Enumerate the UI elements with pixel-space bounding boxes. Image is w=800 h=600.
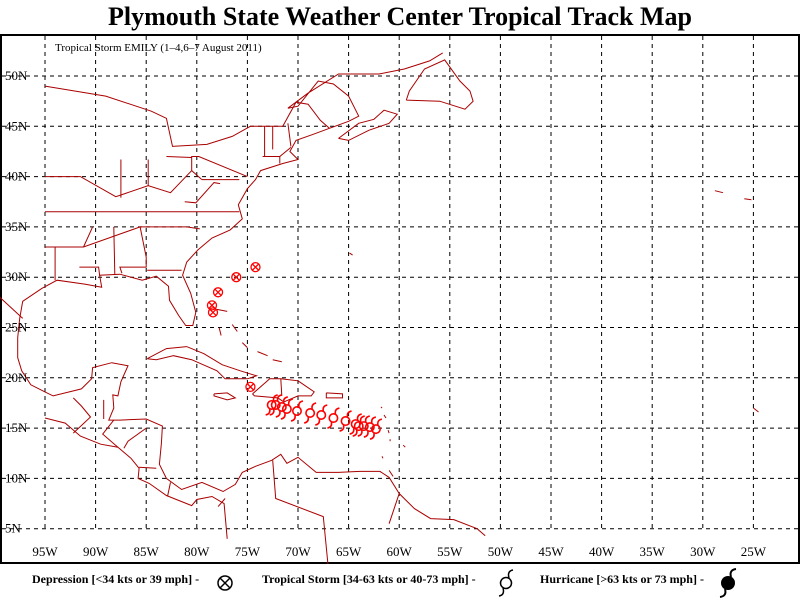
tropical-storm-marker (327, 407, 340, 429)
lon-label: 35W (640, 544, 666, 559)
lon-label: 80W (184, 544, 210, 559)
lat-label: 25N (5, 320, 28, 335)
tropical-storm-marker (369, 418, 383, 440)
hurricane-icon (719, 568, 737, 598)
depression-marker (250, 261, 261, 273)
tropical-storm-marker (315, 404, 328, 426)
tropical-storm-icon (498, 569, 514, 597)
tropical-storm-marker (290, 400, 304, 422)
legend-depression-label: Depression [<34 kts or 39 mph] - (32, 572, 200, 586)
lon-label: 30W (690, 544, 716, 559)
legend-tropical-storm-label: Tropical Storm [34-63 kts or 40-73 mph] … (262, 572, 476, 586)
lon-label: 45W (538, 544, 564, 559)
depression-marker (212, 287, 224, 298)
lat-label: 5N (5, 521, 22, 536)
tropical-storm-marker (269, 394, 282, 416)
lon-label: 40W (589, 544, 615, 559)
lon-label: 85W (134, 544, 160, 559)
depression-icon (217, 575, 233, 591)
lat-lon-grid (2, 36, 798, 531)
depression-marker (231, 272, 242, 283)
lon-label: 65W (336, 544, 362, 559)
latitude-labels: 50N 45N 40N 35N 30N 25N 20N 15N 10N 5N (5, 68, 28, 536)
lon-label: 55W (437, 544, 463, 559)
lon-label: 60W (387, 544, 413, 559)
tropical-storm-marker (363, 416, 377, 438)
lat-label: 20N (5, 370, 28, 385)
depression-marker (206, 300, 218, 311)
lat-label: 40N (5, 169, 28, 184)
legend-hurricane-label: Hurricane [>63 kts or 73 mph] - (540, 572, 704, 586)
lat-label: 50N (5, 68, 28, 83)
longitude-labels: 95W 90W 85W 80W 75W 70W 65W 60W 55W 50W 45W 40W 35W 3… (32, 544, 766, 559)
lat-label: 10N (5, 470, 28, 485)
storm-subtitle: Tropical Storm EMILY (1–4,6–7 August 201… (55, 42, 262, 54)
tropical-storm-marker (280, 398, 294, 420)
lat-label: 30N (5, 269, 28, 284)
lon-label: 95W (32, 544, 58, 559)
lon-label: 75W (235, 544, 261, 559)
map-frame (0, 34, 800, 564)
lat-label: 15N (5, 420, 28, 435)
map-title: Plymouth State Weather Center Tropical T… (107, 2, 692, 31)
lon-label: 90W (83, 544, 109, 559)
lat-label: 45N (5, 118, 28, 133)
tropical-storm-marker (303, 402, 317, 424)
coastlines (0, 52, 759, 564)
tropical-storm-marker (275, 396, 289, 418)
tropical-storm-marker (265, 394, 278, 416)
track-map: 50N 45N 40N 35N 30N 25N 20N 15N 10N 5N 95W 90W 85W 8… (0, 34, 800, 564)
depression-marker (245, 381, 256, 393)
lon-label: 25W (741, 544, 767, 559)
storm-track (206, 261, 383, 440)
lat-label: 35N (5, 219, 28, 234)
lon-label: 70W (285, 544, 311, 559)
legend: Depression [<34 kts or 39 mph] - Tropica… (0, 564, 800, 600)
tropical-storm-marker (339, 410, 352, 432)
lon-label: 50W (488, 544, 514, 559)
tropical-storm-marker (349, 413, 362, 435)
